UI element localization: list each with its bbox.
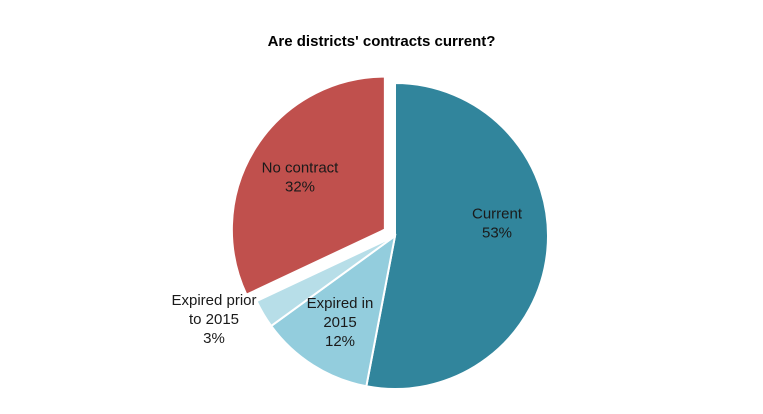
pie-slices: [230, 75, 549, 390]
slice-label-no-contract: No contract 32%: [262, 160, 340, 196]
pie-labels: Current 53% Expired in 2015 12% Expired prior…: [171, 160, 522, 351]
pie-slice-no-contract: [230, 75, 386, 297]
pie-slice-expired-in-2015: [269, 233, 397, 388]
slice-label-current: Current 53%: [472, 206, 523, 242]
slice-label-expired-in-2015: Expired in 2015 12%: [307, 295, 374, 350]
pie-slice-expired-prior-to-2015: [255, 235, 396, 328]
pie-slice-current: [365, 81, 549, 390]
chart-title: Are districts' contracts current?: [267, 33, 496, 50]
slice-label-expired-prior-to-2015: Expired prior to 2015 3%: [171, 292, 256, 347]
